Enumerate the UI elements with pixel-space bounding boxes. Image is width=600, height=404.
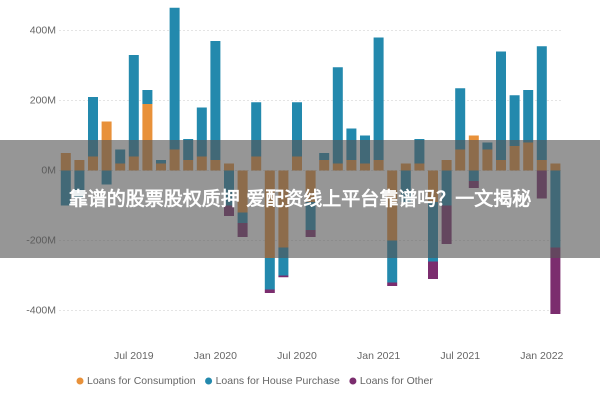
bar-segment — [251, 102, 262, 157]
legend-label: Loans for House Purchase — [216, 375, 340, 387]
x-tick-label: Jan 2020 — [194, 350, 237, 362]
bar-segment — [142, 104, 153, 171]
legend-marker — [349, 377, 357, 385]
legend-marker — [76, 377, 84, 385]
bar-segment — [278, 247, 289, 276]
bar-segment — [536, 46, 547, 160]
bar-segment — [496, 51, 506, 160]
x-tick-label: Jul 2021 — [440, 350, 480, 362]
bar-segment — [196, 107, 207, 157]
x-tick-label: Jan 2021 — [357, 350, 400, 362]
bar-segment — [169, 7, 180, 150]
bar-segment — [373, 37, 384, 160]
bar-segment — [264, 289, 275, 293]
bar-segment — [332, 67, 343, 164]
x-tick-label: Jul 2020 — [277, 350, 317, 362]
bar-segment — [142, 90, 153, 104]
overlay-banner: 靠谱的股票股权质押 爱配资线上平台靠谱吗？一文揭秘 — [0, 140, 600, 258]
bar-segment — [455, 88, 466, 150]
legend-label: Loans for Consumption — [87, 375, 196, 387]
y-tick-label: 200M — [30, 94, 56, 106]
bar-segment — [550, 247, 561, 314]
x-tick-label: Jul 2019 — [114, 350, 154, 362]
y-tick-label: -400M — [26, 304, 56, 316]
y-tick-label: 400M — [30, 24, 56, 36]
bar-segment — [387, 282, 398, 286]
bar-segment — [88, 97, 98, 157]
overlay-title: 靠谱的股票股权质押 爱配资线上平台靠谱吗？一文揭秘 — [68, 188, 532, 210]
bar-segment — [509, 95, 520, 146]
bar-segment — [523, 90, 534, 143]
bar-segment — [264, 258, 275, 290]
legend-label: Loans for Other — [360, 375, 433, 387]
bar-segment — [210, 41, 221, 160]
bar-segment — [278, 275, 289, 278]
bar-segment — [428, 261, 438, 279]
bar-segment — [387, 240, 398, 283]
bar-segment — [128, 55, 139, 157]
bar-segment — [292, 102, 302, 157]
x-tick-label: Jan 2022 — [520, 350, 563, 362]
legend-marker — [205, 377, 213, 385]
